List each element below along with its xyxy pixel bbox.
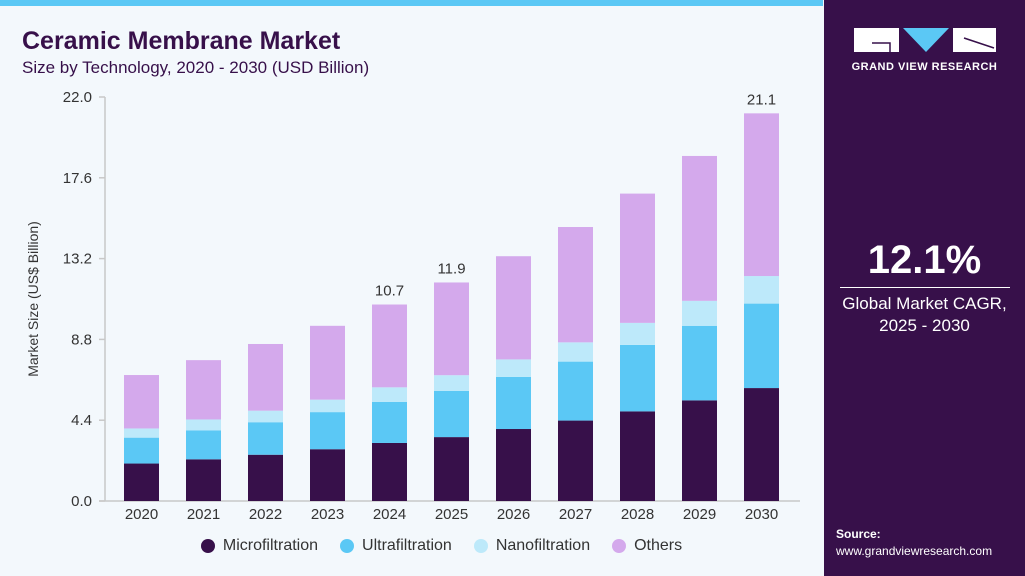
bar-segment-nanofiltration-2028: [620, 322, 655, 345]
bar-segment-ultrafiltration-2027: [558, 361, 593, 421]
source: Source: www.grandviewresearch.com: [836, 526, 992, 560]
legend-item-microfiltration: Microfiltration: [200, 537, 319, 555]
bar-segment-ultrafiltration-2022: [248, 422, 283, 455]
bar-segment-others-2022: [248, 343, 283, 411]
bar-segment-others-2029: [682, 155, 717, 301]
bar-segment-microfiltration-2030: [744, 388, 779, 501]
bar-segment-nanofiltration-2020: [124, 428, 159, 438]
legend: Microfiltration Ultrafiltration Nanofiltra…: [0, 537, 823, 555]
bar-segment-microfiltration-2029: [682, 400, 717, 501]
bar-segment-nanofiltration-2022: [248, 410, 283, 423]
bar-segment-nanofiltration-2024: [372, 387, 407, 402]
bar-segment-nanofiltration-2029: [682, 300, 717, 326]
legend-item-ultrafiltration: Ultrafiltration: [340, 537, 452, 555]
x-tick-label: 2021: [187, 506, 220, 523]
x-tick-label: 2025: [435, 506, 468, 523]
page-subtitle: Size by Technology, 2020 - 2030 (USD Bil…: [22, 58, 370, 77]
bar-segment-nanofiltration-2026: [496, 359, 531, 377]
bar-segment-nanofiltration-2027: [558, 342, 593, 362]
data-label-2025: 11.9: [437, 260, 465, 277]
bar-segment-others-2030: [744, 113, 779, 277]
y-tick-label: 22.0: [63, 89, 92, 106]
divider: [840, 287, 1010, 288]
bar-segment-ultrafiltration-2023: [310, 412, 345, 450]
legend-swatch: [473, 539, 488, 553]
x-tick-label: 2027: [559, 506, 592, 523]
grand-view-research-logo: [854, 28, 996, 52]
y-tick-label: 8.8: [71, 331, 92, 348]
bar-segment-microfiltration-2024: [372, 442, 407, 501]
y-tick-label: 17.6: [63, 170, 92, 187]
legend-item-nanofiltration: Nanofiltration: [473, 537, 591, 555]
x-tick-label: 2020: [125, 506, 158, 523]
bar-segment-others-2026: [496, 256, 531, 360]
legend-swatch: [340, 539, 355, 553]
brand-name: GRAND VIEW RESEARCH: [851, 61, 998, 73]
x-tick-label: 2024: [373, 506, 406, 523]
y-tick-label: 13.2: [63, 251, 92, 268]
bar-segment-others-2023: [310, 325, 345, 400]
legend-swatch: [200, 539, 215, 553]
bar-segment-ultrafiltration-2024: [372, 401, 407, 443]
y-tick-label: 0.0: [71, 493, 92, 510]
bar-segment-microfiltration-2023: [310, 449, 345, 501]
source-label: Source:: [836, 527, 881, 541]
bar-segment-microfiltration-2028: [620, 411, 655, 501]
cagr-label: Global Market CAGR, 2025 - 2030: [824, 293, 1025, 337]
bar-segment-others-2028: [620, 193, 655, 323]
legend-label: Nanofiltration: [495, 537, 591, 554]
bar-segment-ultrafiltration-2026: [496, 376, 531, 430]
legend-label: Others: [634, 537, 683, 554]
page-title: Ceramic Membrane Market: [22, 27, 341, 55]
top-accent-stripe: [0, 0, 823, 6]
bar-segment-others-2021: [186, 360, 221, 420]
bar-segment-microfiltration-2027: [558, 420, 593, 501]
bar-segment-microfiltration-2022: [248, 454, 283, 501]
x-tick-label: 2029: [683, 506, 716, 523]
bar-segment-nanofiltration-2030: [744, 276, 779, 304]
legend-item-others: Others: [612, 537, 682, 555]
bar-segment-nanofiltration-2023: [310, 399, 345, 413]
source-url[interactable]: www.grandviewresearch.com: [836, 544, 993, 558]
bar-segment-others-2025: [434, 282, 469, 376]
legend-label: Microfiltration: [222, 537, 319, 554]
info-panel: GRAND VIEW RESEARCH 12.1% Global Market …: [824, 0, 1025, 576]
data-label-2024: 10.7: [375, 283, 404, 300]
bar-segment-ultrafiltration-2021: [186, 430, 221, 460]
stacked-bar-chart: 0.0 4.4 8.8 13.2 17.6 22.0 2020 2021 2022 2023 20…: [25, 89, 800, 523]
y-axis-title: Market Size (US$ Billion): [25, 221, 41, 377]
bar-segment-ultrafiltration-2030: [744, 303, 779, 389]
cagr-label-line1: Global Market CAGR,: [842, 294, 1007, 313]
cagr-value: 12.1%: [867, 238, 982, 282]
bar-segment-ultrafiltration-2029: [682, 325, 717, 401]
bar-segment-microfiltration-2020: [124, 463, 159, 501]
x-tick-label: 2030: [745, 506, 778, 523]
bar-segment-ultrafiltration-2025: [434, 391, 469, 438]
bar-segment-microfiltration-2026: [496, 429, 531, 501]
data-label-2030: 21.1: [747, 91, 776, 108]
bar-segment-others-2027: [558, 227, 593, 343]
chart-panel: Ceramic Membrane Market Size by Technolo…: [0, 0, 823, 555]
bar-segment-microfiltration-2021: [186, 459, 221, 501]
x-tick-label: 2023: [311, 506, 344, 523]
legend-label: Ultrafiltration: [362, 537, 452, 554]
bar-segment-others-2020: [124, 375, 159, 429]
x-tick-label: 2028: [621, 506, 654, 523]
bar-segment-others-2024: [372, 304, 407, 388]
x-tick-label: 2026: [497, 506, 530, 523]
cagr-label-line2: 2025 - 2030: [879, 316, 970, 335]
bar-segment-ultrafiltration-2020: [124, 437, 159, 464]
bar-segment-nanofiltration-2021: [186, 419, 221, 431]
bar-segment-microfiltration-2025: [434, 437, 469, 501]
y-tick-label: 4.4: [71, 412, 92, 429]
legend-swatch: [612, 539, 627, 553]
bar-segment-nanofiltration-2025: [434, 375, 469, 392]
x-tick-label: 2022: [249, 506, 282, 523]
bar-segment-ultrafiltration-2028: [620, 344, 655, 412]
